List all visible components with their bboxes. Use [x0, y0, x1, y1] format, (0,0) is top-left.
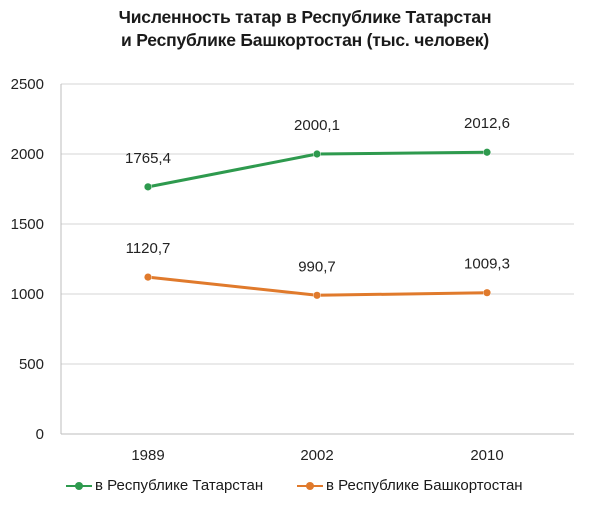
series	[144, 148, 491, 300]
data-point[interactable]	[483, 289, 491, 297]
line-chart: 0 500 1000 1500 2000 2500 1989 2002 2010 1765,4…	[11, 76, 574, 464]
data-label: 990,7	[298, 258, 336, 275]
chart-title: Численность татар в Республике Татарстан…	[0, 6, 610, 52]
y-axis-ticks: 0 500 1000 1500 2000 2500	[11, 76, 44, 443]
legend: в Республике Татарстан в Республике Башк…	[0, 477, 610, 501]
legend-item-tatarstan[interactable]: в Республике Татарстан	[66, 477, 263, 494]
chart-title-line-2: и Республике Башкортостан (тыс. человек)	[121, 30, 489, 50]
chart-title-line-1: Численность татар в Республике Татарстан	[118, 7, 492, 27]
x-tick-label: 1989	[131, 447, 164, 464]
data-point[interactable]	[313, 291, 321, 299]
data-label: 1765,4	[125, 150, 171, 167]
data-labels: 1765,4 2000,1 2012,6 1120,7 990,7 1009,3	[125, 115, 510, 275]
data-point[interactable]	[313, 150, 321, 158]
legend-label-tatarstan: в Республике Татарстан	[95, 477, 264, 494]
y-tick-label: 1500	[11, 216, 44, 233]
legend-item-bashkortostan[interactable]: в Республике Башкортостан	[297, 477, 523, 494]
data-point[interactable]	[483, 148, 491, 156]
axes	[60, 84, 574, 435]
y-tick-label: 500	[19, 356, 44, 373]
x-tick-label: 2010	[470, 447, 503, 464]
legend-label-bashkortostan: в Республике Башкортостан	[326, 477, 523, 494]
data-label: 1120,7	[126, 240, 171, 257]
data-point[interactable]	[144, 183, 152, 191]
y-tick-label: 2500	[11, 76, 44, 93]
x-axis-ticks: 1989 2002 2010	[131, 447, 503, 464]
x-tick-label: 2002	[300, 447, 333, 464]
y-tick-label: 2000	[11, 146, 44, 163]
legend-swatch-bashkortostan	[297, 479, 323, 493]
y-tick-label: 0	[36, 426, 44, 443]
data-label: 2000,1	[294, 117, 340, 134]
y-tick-label: 1000	[11, 286, 44, 303]
legend-swatch-tatarstan	[66, 479, 92, 493]
data-label: 2012,6	[464, 115, 510, 132]
data-label: 1009,3	[464, 256, 510, 273]
data-point[interactable]	[144, 273, 152, 281]
